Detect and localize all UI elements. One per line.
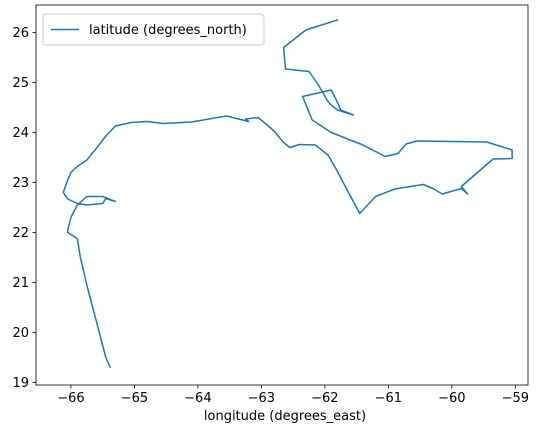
y-tick-label: 24	[12, 126, 29, 141]
x-tick-label: −59	[502, 391, 529, 406]
x-tick-label: −64	[184, 391, 211, 406]
legend-label: latitude (degrees_north)	[89, 23, 247, 38]
x-tick-label: −60	[438, 391, 465, 406]
x-tick-label: −65	[121, 391, 148, 406]
legend: latitude (degrees_north)	[42, 13, 265, 46]
y-tick-label: 23	[12, 176, 29, 191]
plot-area	[62, 19, 513, 369]
x-axis-label: longitude (degrees_east)	[204, 409, 366, 424]
x-tick-label: −63	[248, 391, 275, 406]
y-tick-label: 19	[12, 376, 29, 391]
axes-frame	[35, 4, 529, 386]
series-line-0	[62, 19, 513, 369]
ticks: −66 −65 −64 −63 −62 −61 −60 −59 19 20 21 22 23 24 25 26	[12, 26, 529, 406]
y-tick-label: 22	[12, 226, 29, 241]
legend-box	[42, 13, 265, 46]
y-tick-label: 25	[12, 76, 29, 91]
y-tick-label: 20	[12, 326, 29, 341]
y-tick-label: 21	[12, 276, 29, 291]
x-tick-label: −61	[375, 391, 402, 406]
axes	[35, 4, 529, 386]
y-tick-label: 26	[12, 26, 29, 41]
x-tick-label: −66	[57, 391, 84, 406]
x-tick-label: −62	[311, 391, 338, 406]
